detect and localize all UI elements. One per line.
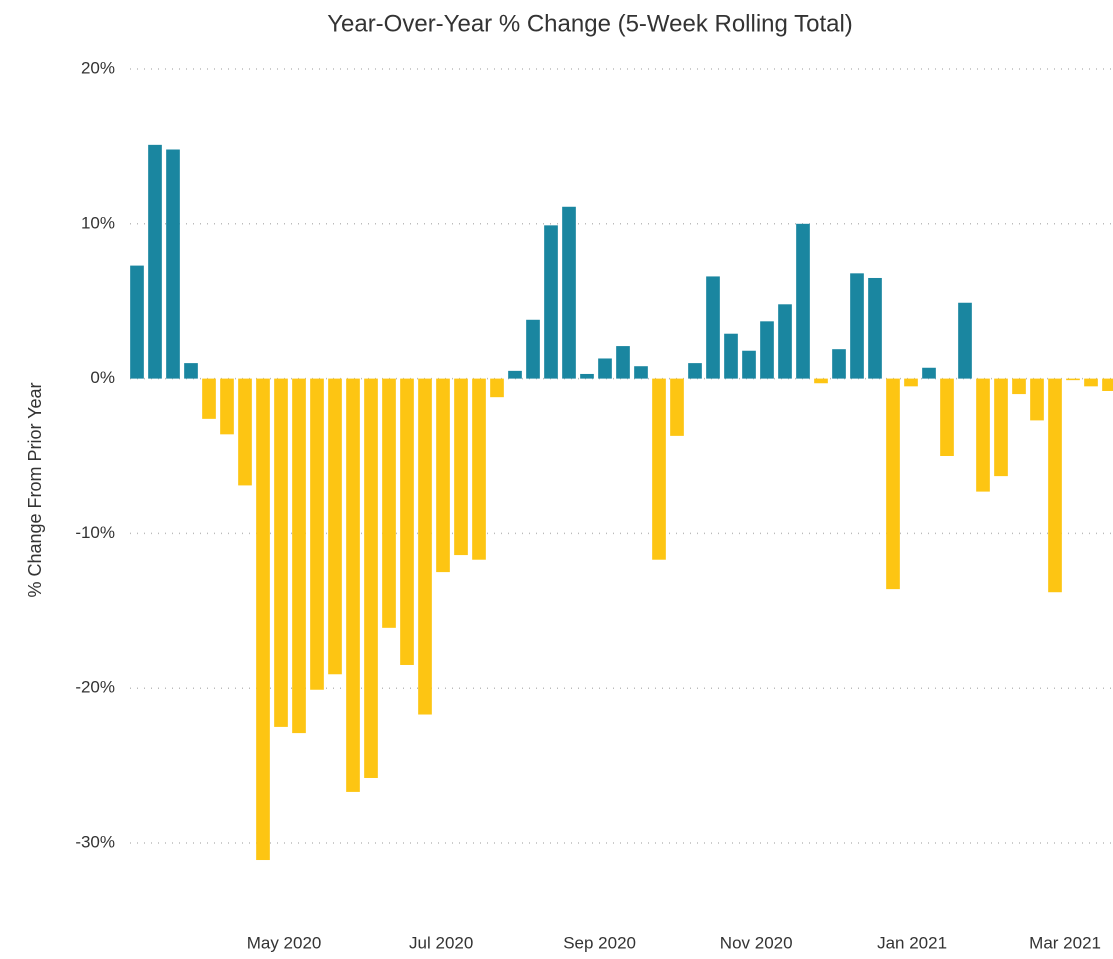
y-axis-label: % Change From Prior Year — [25, 382, 45, 597]
bar — [184, 363, 198, 379]
bar — [958, 302, 972, 379]
y-tick-label: -10% — [75, 523, 115, 542]
bar — [724, 333, 738, 379]
bar — [994, 378, 1008, 477]
bar — [364, 378, 378, 778]
bar — [310, 378, 324, 690]
bar — [130, 265, 144, 379]
bar — [616, 346, 630, 379]
bar — [256, 378, 270, 861]
bar — [274, 378, 288, 727]
y-tick-label: -20% — [75, 678, 115, 697]
y-tick-label: 20% — [81, 58, 115, 77]
bar — [814, 378, 828, 384]
x-tick-label: Jul 2020 — [409, 933, 473, 952]
bar — [400, 378, 414, 665]
bar — [922, 367, 936, 379]
bar — [490, 378, 504, 398]
bar — [940, 378, 954, 456]
bar — [598, 358, 612, 379]
bar — [1012, 378, 1026, 395]
bar — [292, 378, 306, 734]
x-tick-label: Sep 2020 — [563, 933, 636, 952]
bar — [508, 370, 522, 379]
x-tick-label: Jan 2021 — [877, 933, 947, 952]
bar — [742, 350, 756, 379]
bar — [1030, 378, 1044, 421]
bar — [166, 149, 180, 379]
x-tick-label: Nov 2020 — [720, 933, 793, 952]
bar — [868, 277, 882, 379]
bar — [850, 273, 864, 379]
y-tick-label: 10% — [81, 213, 115, 232]
bar — [346, 378, 360, 792]
bar — [526, 319, 540, 379]
bar — [562, 206, 576, 379]
x-tick-label: Mar 2021 — [1029, 933, 1101, 952]
bar — [670, 378, 684, 436]
bar — [580, 373, 594, 379]
bar — [382, 378, 396, 628]
bar — [706, 276, 720, 379]
bar — [1066, 378, 1080, 381]
bar — [1102, 378, 1113, 391]
bar — [544, 225, 558, 379]
bar — [832, 349, 846, 379]
bar — [976, 378, 990, 492]
bar — [634, 366, 648, 379]
bar — [1084, 378, 1098, 387]
bar — [202, 378, 216, 419]
bar — [796, 223, 810, 379]
x-tick-label: May 2020 — [247, 933, 322, 952]
bar — [418, 378, 432, 715]
bar — [652, 378, 666, 560]
bar — [328, 378, 342, 675]
bar — [904, 378, 918, 387]
bar — [472, 378, 486, 560]
bar — [238, 378, 252, 486]
bar — [436, 378, 450, 573]
bar — [148, 144, 162, 379]
bar — [778, 304, 792, 379]
bar — [688, 363, 702, 379]
bar — [886, 378, 900, 590]
y-tick-label: 0% — [90, 368, 115, 387]
bar — [1048, 378, 1062, 593]
bar — [760, 321, 774, 379]
bar — [220, 378, 234, 435]
bar — [454, 378, 468, 556]
y-tick-label: -30% — [75, 832, 115, 851]
chart-title: Year-Over-Year % Change (5-Week Rolling … — [327, 10, 853, 37]
